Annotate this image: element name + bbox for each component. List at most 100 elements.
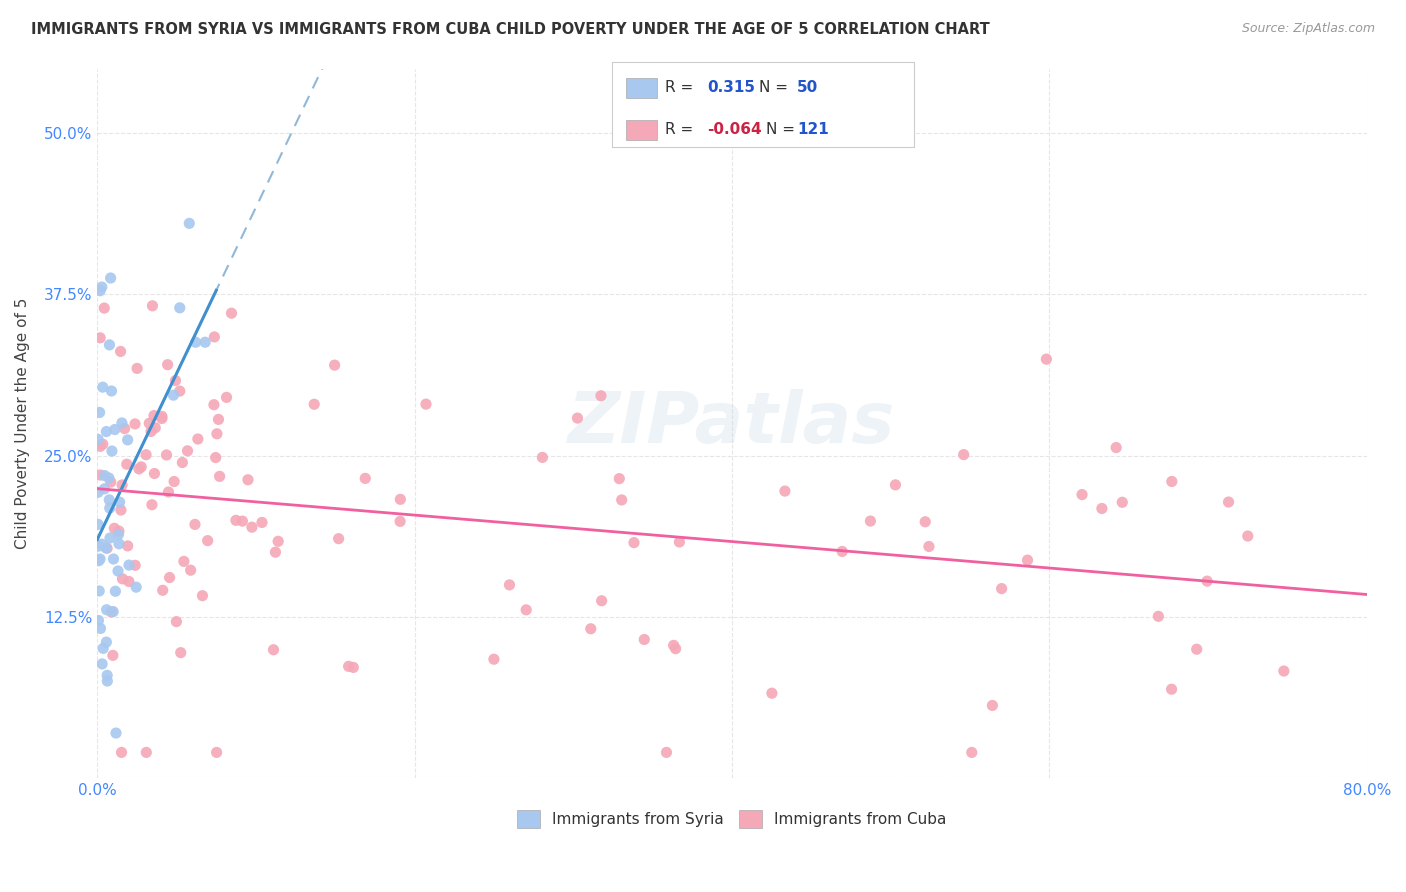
Point — [165, 374, 187, 388]
Point — [208, 469, 231, 483]
Point — [93, 301, 115, 315]
Point — [607, 472, 630, 486]
Point — [165, 615, 187, 629]
Point — [98, 501, 121, 516]
Point — [1147, 609, 1170, 624]
Point — [960, 746, 983, 760]
Point — [142, 409, 165, 423]
Text: 50: 50 — [797, 80, 818, 95]
Point — [264, 545, 287, 559]
Point — [128, 462, 150, 476]
Point — [918, 540, 941, 554]
Point — [761, 686, 783, 700]
Point — [990, 582, 1012, 596]
Point — [169, 301, 191, 315]
Point — [101, 605, 124, 619]
Point — [1185, 642, 1208, 657]
Point — [610, 492, 633, 507]
Point — [328, 532, 350, 546]
Point — [1160, 475, 1182, 489]
Point — [89, 552, 111, 566]
Point — [96, 668, 118, 682]
Point — [884, 478, 907, 492]
Point — [152, 583, 174, 598]
Point — [1197, 574, 1219, 588]
Point — [1091, 501, 1114, 516]
Point — [101, 444, 124, 458]
Point — [107, 527, 129, 541]
Point — [207, 412, 229, 426]
Text: IMMIGRANTS FROM SYRIA VS IMMIGRANTS FROM CUBA CHILD POVERTY UNDER THE AGE OF 5 C: IMMIGRANTS FROM SYRIA VS IMMIGRANTS FROM… — [31, 22, 990, 37]
Point — [162, 388, 184, 402]
Point — [655, 746, 678, 760]
Point — [87, 433, 110, 447]
Point — [482, 652, 505, 666]
Point — [150, 411, 173, 425]
Point — [91, 657, 114, 671]
Y-axis label: Child Poverty Under the Age of 5: Child Poverty Under the Age of 5 — [15, 298, 30, 549]
Point — [129, 459, 152, 474]
Point — [91, 437, 114, 451]
Point — [180, 563, 202, 577]
Point — [773, 484, 796, 499]
Point — [138, 417, 160, 431]
Point — [127, 361, 149, 376]
Point — [1272, 664, 1295, 678]
Point — [187, 432, 209, 446]
Point — [859, 514, 882, 528]
Point — [135, 746, 157, 760]
Text: N =: N = — [759, 80, 789, 95]
Point — [225, 513, 247, 527]
Point — [100, 475, 122, 489]
Point — [91, 380, 114, 394]
Text: N =: N = — [766, 122, 796, 136]
Point — [118, 558, 141, 572]
Point — [302, 397, 325, 411]
Point — [197, 533, 219, 548]
Point — [89, 584, 111, 599]
Point — [135, 448, 157, 462]
Point — [89, 405, 111, 419]
Point — [139, 425, 162, 439]
Point — [89, 622, 111, 636]
Point — [184, 517, 207, 532]
Point — [1218, 495, 1240, 509]
Point — [202, 398, 225, 412]
Point — [337, 659, 360, 673]
Point — [108, 537, 131, 551]
Point — [157, 485, 180, 500]
Point — [96, 425, 118, 439]
Point — [184, 335, 207, 350]
Point — [170, 646, 193, 660]
Text: 0.315: 0.315 — [707, 80, 755, 95]
Point — [589, 389, 612, 403]
Point — [173, 554, 195, 568]
Point — [98, 338, 121, 352]
Point — [90, 280, 112, 294]
Point — [110, 746, 132, 760]
Point — [100, 271, 122, 285]
Point — [342, 660, 364, 674]
Point — [104, 584, 127, 599]
Point — [579, 622, 602, 636]
Point — [87, 614, 110, 628]
Point — [415, 397, 437, 411]
Point — [143, 467, 166, 481]
Point — [172, 456, 194, 470]
Point — [179, 216, 201, 230]
Point — [96, 541, 118, 556]
Point — [194, 335, 217, 350]
Point — [89, 331, 111, 345]
Point — [159, 570, 181, 584]
Point — [100, 384, 122, 398]
Point — [89, 439, 111, 453]
Point — [156, 358, 179, 372]
Point — [176, 443, 198, 458]
Point — [87, 517, 110, 532]
Point — [169, 384, 191, 398]
Point — [323, 358, 346, 372]
Point — [221, 306, 243, 320]
Point — [1017, 553, 1039, 567]
Point — [96, 603, 118, 617]
Point — [591, 594, 613, 608]
